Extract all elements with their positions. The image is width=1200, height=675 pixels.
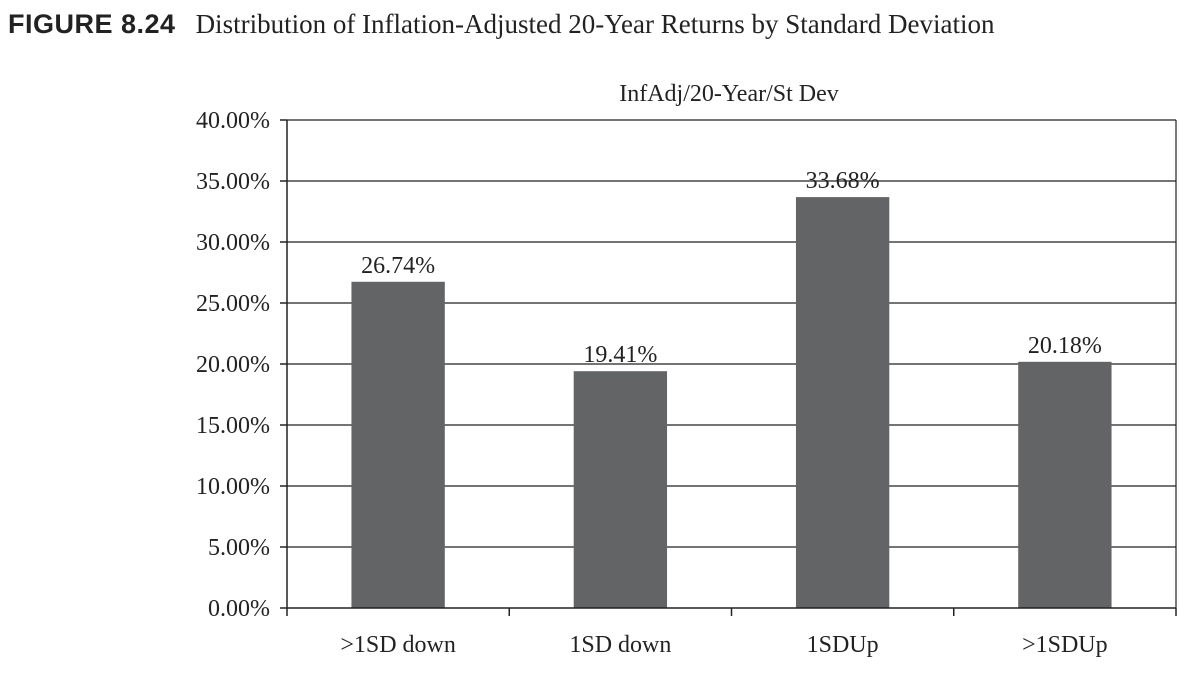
bars [351,197,1112,608]
bar-value-label: 19.41% [583,342,657,368]
bar [795,197,890,608]
bar-value-label: 20.18% [1028,333,1102,359]
axes [280,119,1177,616]
y-tick-label: 25.00% [196,291,270,317]
y-tick-label: 35.00% [196,169,270,195]
x-category-label: 1SD down [569,632,671,658]
bar [573,371,668,608]
bar [1018,361,1112,608]
bar-value-label: 33.68% [806,168,880,194]
x-category-label: >1SDUp [1022,632,1108,658]
bar-value-label: 26.74% [361,253,435,279]
y-tick-label: 10.00% [196,474,270,500]
bar [351,281,445,608]
x-category-label: 1SDUp [807,632,879,658]
chart-title: InfAdj/20-Year/St Dev [619,81,839,107]
y-tick-label: 15.00% [196,413,270,439]
x-category-label: >1SD down [340,632,456,658]
y-tick-label: 5.00% [208,535,270,561]
figure-title: Distribution of Inflation-Adjusted 20-Ye… [195,9,995,39]
figure-number: FIGURE 8.24 [8,9,176,39]
y-tick-label: 20.00% [196,352,270,378]
figure-caption: FIGURE 8.24 Distribution of Inflation-Ad… [8,6,994,42]
y-tick-label: 40.00% [196,108,270,134]
labels: 0.00% 5.00% 10.00% 15.00% 20.00% 25.00% 30.00%… [196,108,1108,658]
y-tick-label: 30.00% [196,230,270,256]
y-tick-label: 0.00% [208,596,270,622]
